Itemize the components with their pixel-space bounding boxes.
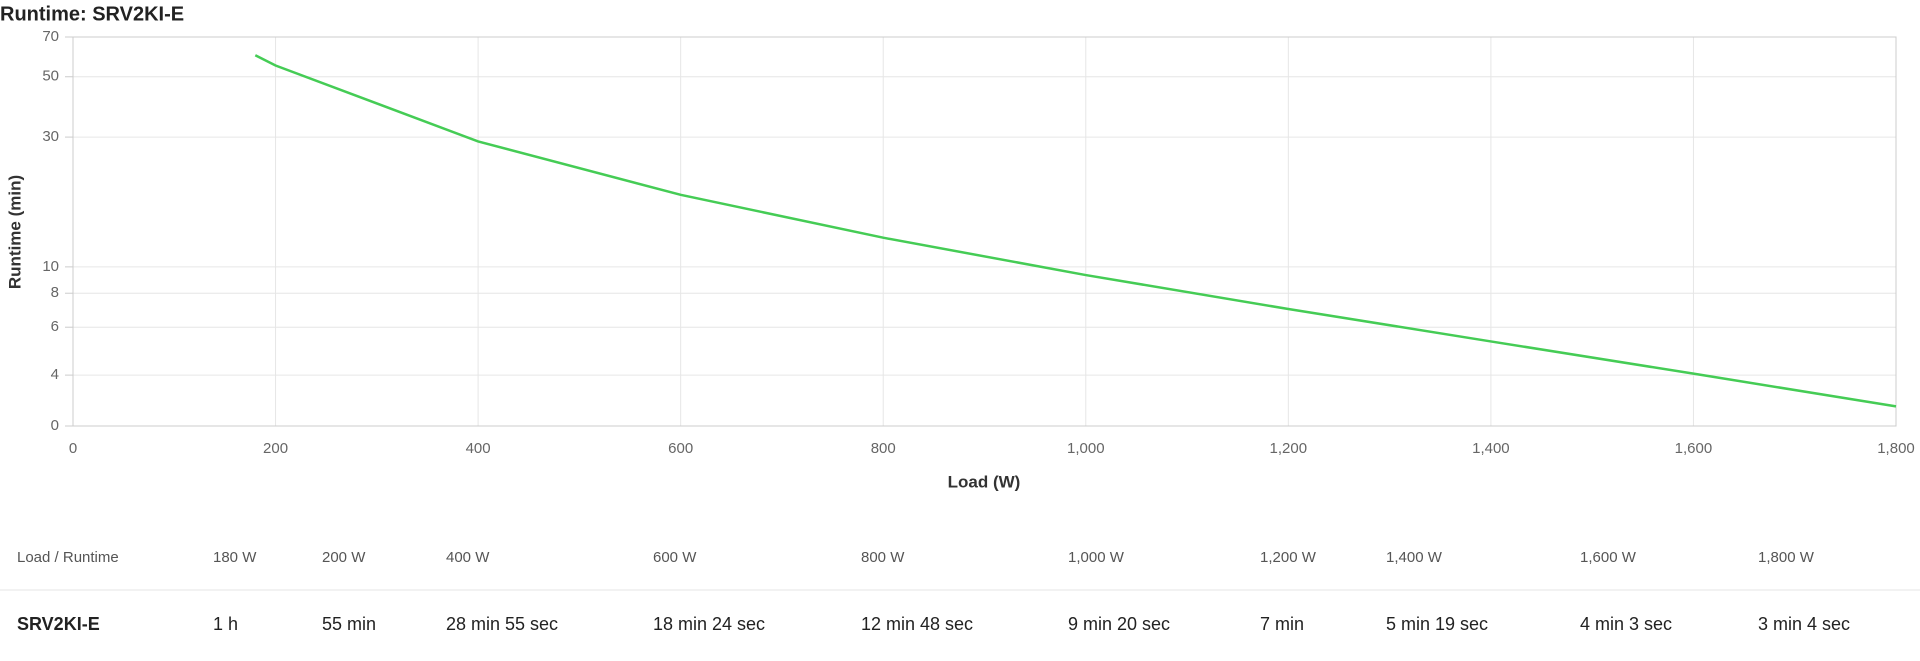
y-tick-label: 0 bbox=[51, 417, 59, 434]
x-tick-label: 0 bbox=[69, 440, 77, 457]
table-cell: 3 min 4 sec bbox=[1758, 614, 1850, 634]
plot-border bbox=[72, 36, 1897, 427]
table-header: 1,800 W bbox=[1758, 549, 1815, 566]
table-cell: 5 min 19 sec bbox=[1386, 614, 1488, 634]
table-header: 1,600 W bbox=[1580, 549, 1637, 566]
chart-title: Runtime: SRV2KI-E bbox=[0, 3, 184, 25]
table-cell: SRV2KI-E bbox=[17, 614, 100, 634]
y-tick-label: 70 bbox=[42, 28, 59, 45]
line-series bbox=[254, 54, 1897, 408]
table-cell: 7 min bbox=[1260, 614, 1304, 634]
table-header: 200 W bbox=[322, 549, 366, 566]
x-axis-title: Load (W) bbox=[948, 472, 1021, 491]
table-header: 1,400 W bbox=[1386, 549, 1443, 566]
x-tick-label: 400 bbox=[466, 440, 491, 457]
y-axis-title: Runtime (min) bbox=[5, 175, 24, 289]
x-tick-label: 200 bbox=[263, 440, 288, 457]
table-header: 600 W bbox=[653, 549, 697, 566]
table-cell: 18 min 24 sec bbox=[653, 614, 765, 634]
table-header: 180 W bbox=[213, 549, 257, 566]
table-cell: 55 min bbox=[322, 614, 376, 634]
x-tick-label: 1,000 bbox=[1067, 440, 1105, 457]
y-tick-label: 30 bbox=[42, 128, 59, 145]
table-header: 1,200 W bbox=[1260, 549, 1317, 566]
table-cell: 28 min 55 sec bbox=[446, 614, 558, 634]
x-tick-label: 800 bbox=[871, 440, 896, 457]
table-cell: 1 h bbox=[213, 614, 238, 634]
x-tick-label: 1,400 bbox=[1472, 440, 1510, 457]
table-cell: 12 min 48 sec bbox=[861, 614, 973, 634]
y-tick-label: 8 bbox=[51, 284, 59, 301]
x-tick-label: 600 bbox=[668, 440, 693, 457]
table-header: Load / Runtime bbox=[17, 549, 119, 566]
y-tick-label: 4 bbox=[51, 366, 59, 383]
table-cell: 4 min 3 sec bbox=[1580, 614, 1672, 634]
x-tick-label: 1,600 bbox=[1675, 440, 1713, 457]
y-tick-label: 50 bbox=[42, 68, 59, 85]
table-cell: 9 min 20 sec bbox=[1068, 614, 1170, 634]
table-header: 400 W bbox=[446, 549, 490, 566]
x-tick-label: 1,800 bbox=[1877, 440, 1915, 457]
y-tick-label: 10 bbox=[42, 258, 59, 275]
table-header: 800 W bbox=[861, 549, 905, 566]
y-tick-label: 6 bbox=[51, 318, 59, 335]
table-header: 1,000 W bbox=[1068, 549, 1125, 566]
x-tick-label: 1,200 bbox=[1270, 440, 1308, 457]
